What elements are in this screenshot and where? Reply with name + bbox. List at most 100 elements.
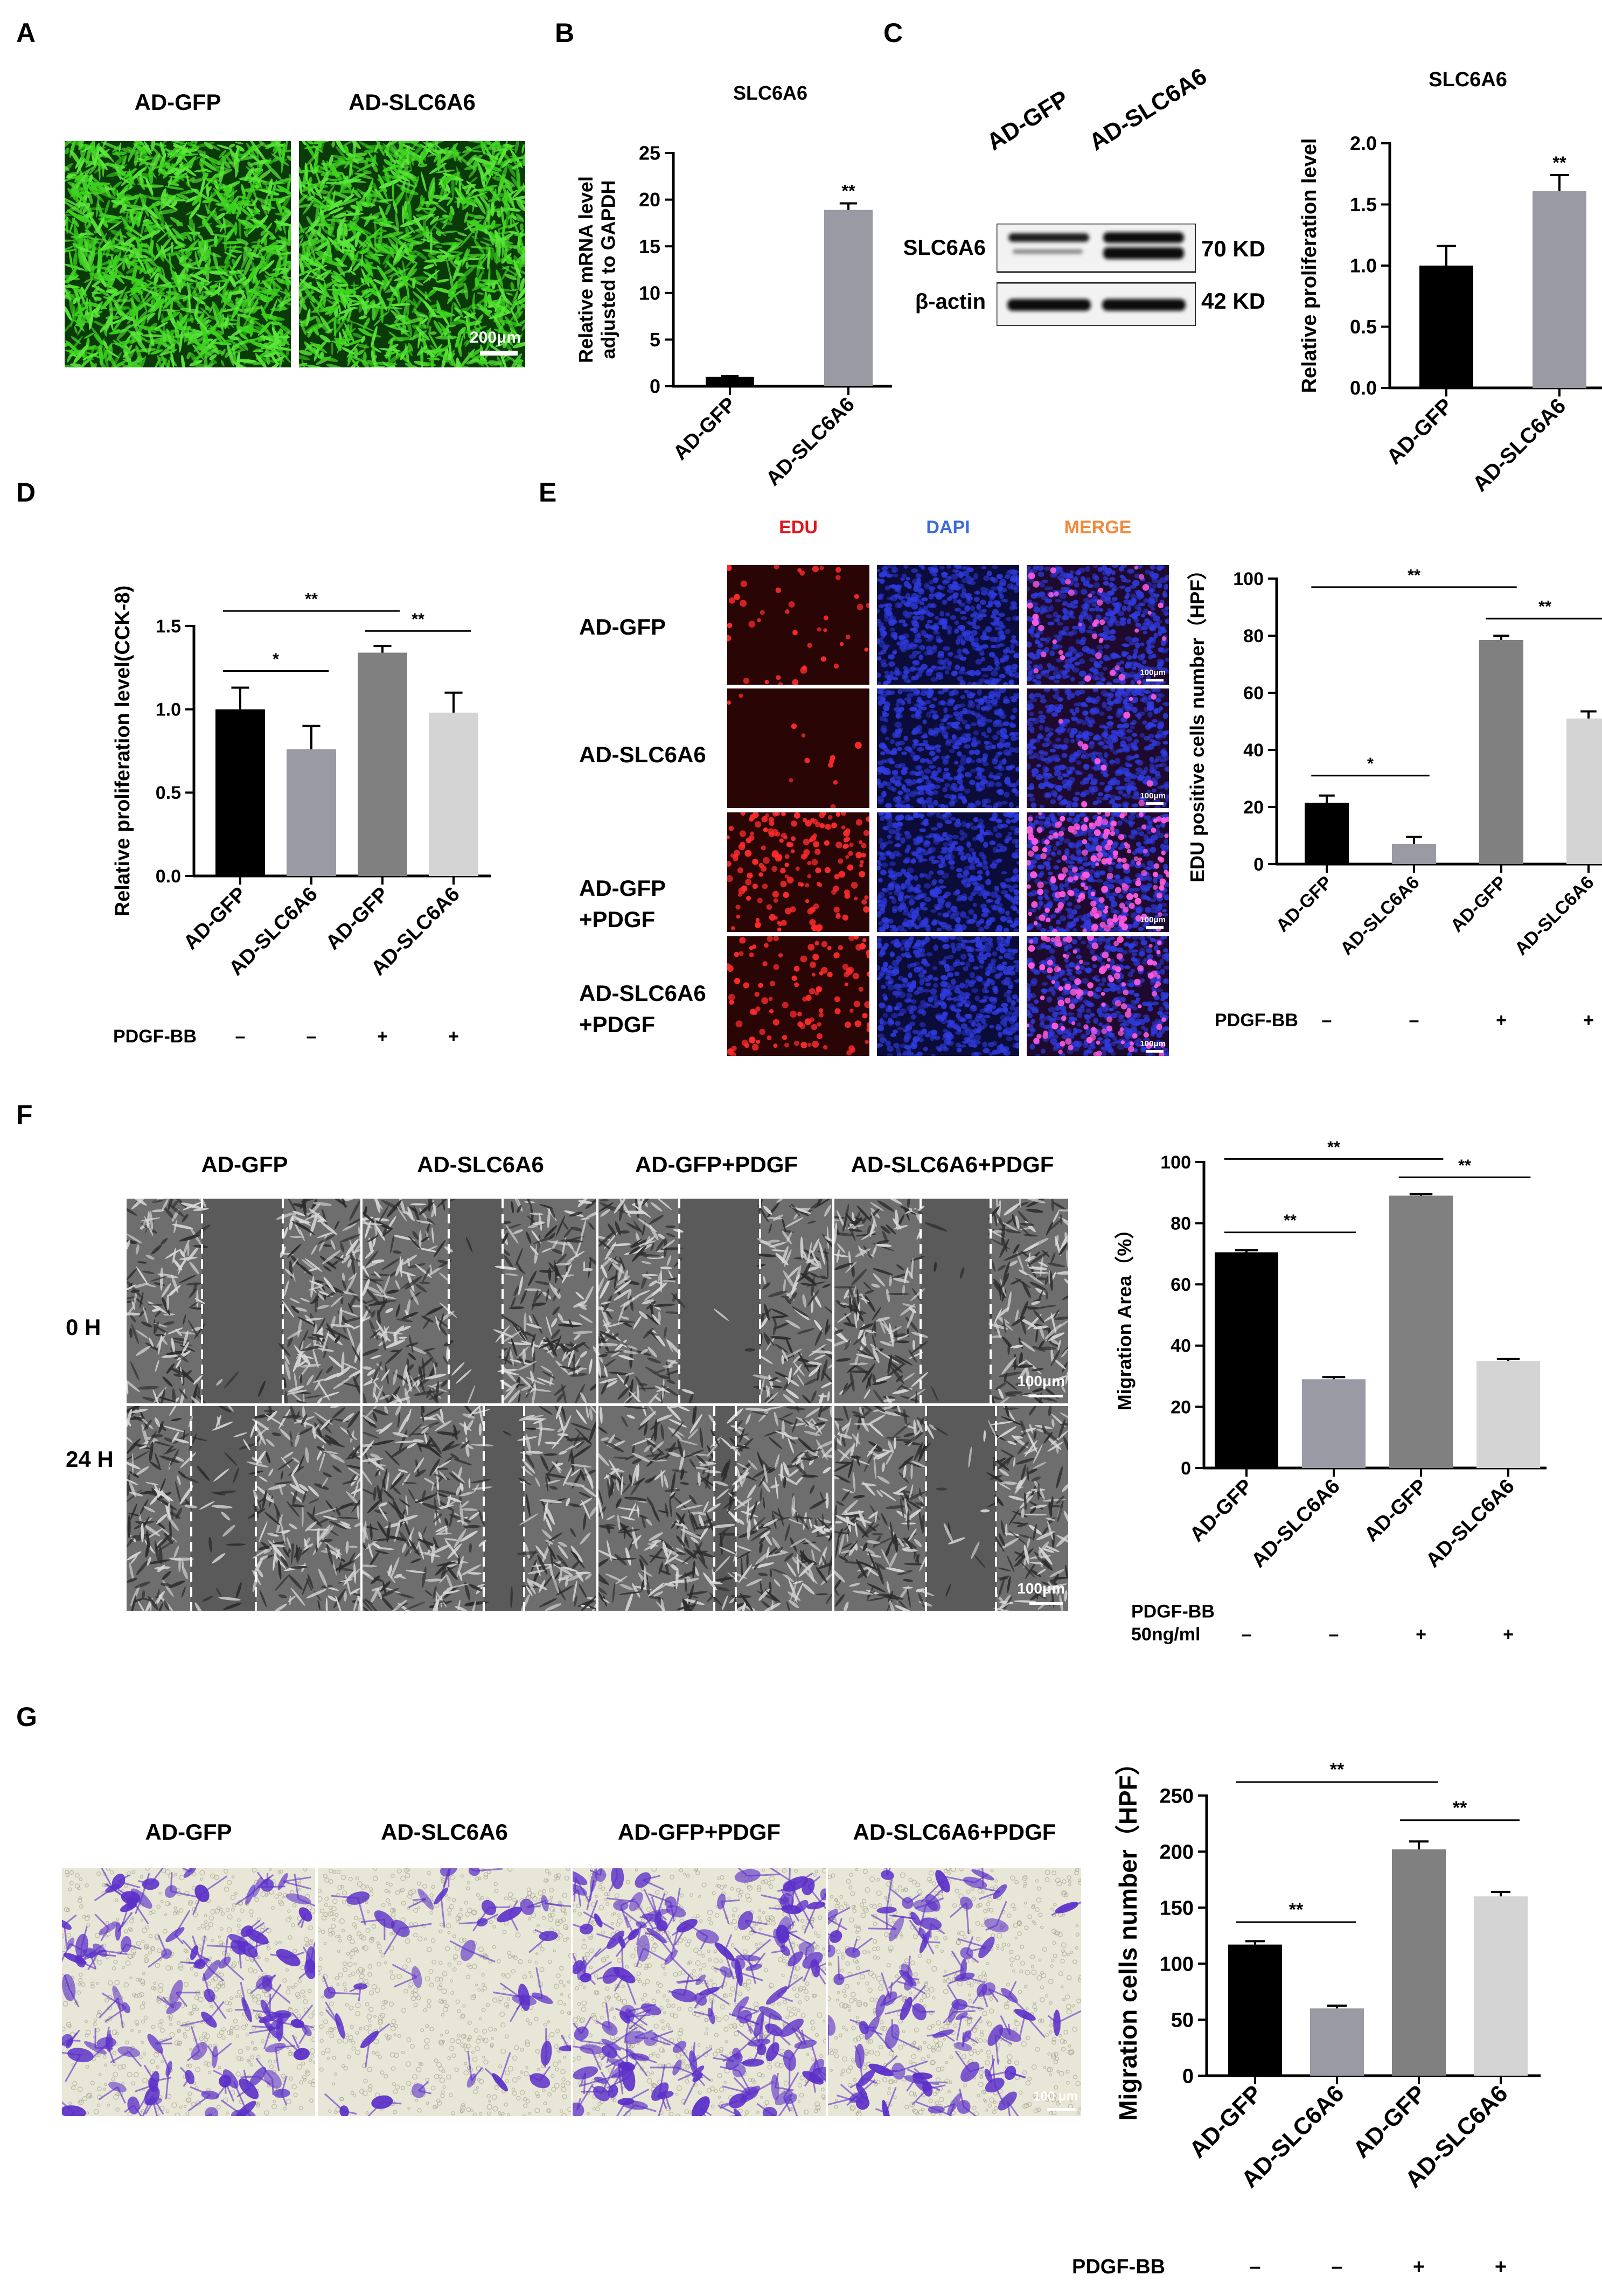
panel-a-header-gfp: AD-GFP	[134, 89, 221, 115]
edu-image-edu-row-3	[727, 812, 869, 932]
bar	[1419, 266, 1473, 388]
significance-marker: **	[1327, 1138, 1340, 1156]
significance-marker: **	[305, 590, 318, 608]
y-tick-label: 20	[1171, 1397, 1191, 1417]
y-tick-label: 1.0	[1350, 255, 1377, 277]
significance-marker: **	[1330, 1759, 1345, 1780]
treatment-label: PDGF-BB	[1215, 1010, 1298, 1031]
treatment-marker: –	[1322, 1010, 1332, 1031]
panel-letter-b: B	[555, 18, 575, 48]
treatment-label: 50ng/ml	[1131, 1624, 1200, 1645]
y-tick-label: 5	[650, 329, 660, 351]
y-tick-label: 0.5	[156, 783, 181, 803]
treatment-marker: +	[1503, 1624, 1514, 1645]
treatment-marker: –	[307, 1026, 317, 1047]
bar	[215, 709, 265, 876]
panel-e-row-label-3: AD-GFP +PDGF	[579, 875, 666, 932]
treatment-marker: +	[377, 1026, 388, 1047]
scale-bar-label: 100μm	[1140, 1039, 1166, 1048]
x-tick-label: AD-SLC6A6	[1468, 394, 1571, 496]
x-tick-label: AD-GFP	[1447, 872, 1511, 936]
chart-d-cck8: 0.0 0.5 1.0 1.5 Relative proliferation level…	[112, 586, 491, 1047]
y-tick-label: 0	[1182, 2065, 1194, 2088]
x-tick-label: AD-GFP	[1185, 2080, 1267, 2163]
scale-bar-label: 100μm	[1140, 668, 1166, 677]
panel-f-row-label-0h: 0 H	[66, 1314, 101, 1340]
scale-bar	[1146, 802, 1164, 805]
transwell-image-1	[62, 1868, 315, 2116]
treatment-marker: –	[1242, 1624, 1252, 1645]
y-tick-label: 100	[1233, 569, 1264, 589]
bar	[1228, 1944, 1282, 2076]
y-tick-label: 100	[1160, 1152, 1191, 1173]
y-axis-label: Migration cells number（HPF）	[1114, 1750, 1142, 2121]
y-tick-label: 25	[639, 142, 660, 164]
y-tick-label: 0.5	[1350, 316, 1377, 338]
treatment-marker: –	[235, 1026, 246, 1047]
y-tick-label: 150	[1160, 1897, 1194, 1919]
edu-image-dapi-row-1	[877, 565, 1019, 685]
treatment-label: PDGF-BB	[113, 1026, 197, 1047]
significance-marker: *	[273, 650, 279, 669]
scale-bar	[1146, 679, 1164, 681]
x-tick-label: AD-GFP	[179, 883, 251, 955]
y-tick-label: 200	[1160, 1841, 1194, 1863]
scratch-image-24h-2	[363, 1406, 596, 1611]
scale-bar-label: 100μm	[1017, 1373, 1065, 1389]
scale-bar-label: 100μm	[1017, 1580, 1065, 1597]
edu-image-edu-row-1	[727, 565, 869, 685]
scale-bar	[1029, 1602, 1063, 1605]
scratch-image-0h-4: 100μm	[834, 1199, 1068, 1403]
significance-marker: **	[1552, 153, 1566, 172]
y-tick-label: 10	[639, 282, 660, 304]
edu-image-merge-row-3: 100μm	[1027, 812, 1169, 932]
x-tick-label: AD-SLC6A6	[1511, 872, 1598, 959]
panel-e-header-merge: MERGE	[1064, 517, 1132, 538]
y-tick-label: 0	[650, 375, 660, 398]
panel-f-header-1: AD-GFP	[201, 1152, 288, 1177]
scale-bar-label: 200μm	[469, 329, 521, 346]
panel-e-header-dapi: DAPI	[926, 517, 970, 538]
x-tick-label: AD-SLC6A6	[1422, 1475, 1519, 1572]
treatment-marker: +	[1495, 2256, 1507, 2278]
edu-image-merge-row-2: 100μm	[1027, 688, 1169, 808]
x-tick-label: AD-GFP	[1382, 394, 1458, 469]
edu-image-dapi-row-2	[877, 688, 1019, 808]
scratch-image-0h-1	[127, 1199, 360, 1403]
scratch-image-0h-3	[598, 1199, 832, 1403]
y-tick-label: 60	[1243, 683, 1264, 704]
y-axis-label: Relative mRNA level	[575, 176, 597, 363]
treatment-label: PDGF-BB	[1131, 1602, 1215, 1622]
treatment-marker: –	[1331, 2256, 1342, 2278]
x-tick-label: AD-SLC6A6	[1336, 872, 1424, 959]
panel-g-header-1: AD-GFP	[145, 1819, 232, 1845]
bar	[1566, 718, 1602, 864]
bar	[1392, 1849, 1446, 2076]
bar	[1215, 1252, 1278, 1468]
x-tick-label: AD-SLC6A6	[1247, 1475, 1344, 1572]
blot-lane-label-gfp: AD-GFP	[982, 85, 1074, 156]
treatment-marker: –	[1329, 1624, 1339, 1645]
chart-title: SLC6A6	[733, 82, 807, 104]
bar	[706, 377, 754, 386]
y-axis-label: adjusted to GAPDH	[597, 180, 619, 359]
x-tick-label: AD-GFP	[322, 883, 393, 955]
x-tick-label: AD-GFP	[669, 393, 741, 465]
panel-letter-f: F	[16, 1100, 33, 1130]
scale-bar-label: 100μm	[1140, 791, 1166, 801]
treatment-marker: +	[1583, 1010, 1594, 1031]
edu-image-dapi-row-4	[877, 936, 1019, 1056]
treatment-label: PDGF-BB	[1072, 2256, 1165, 2278]
y-tick-label: 1.5	[156, 616, 181, 637]
scale-bar	[480, 351, 518, 356]
bar	[429, 712, 478, 876]
bar	[287, 749, 336, 876]
scale-bar	[1146, 1050, 1164, 1053]
bar	[1389, 1195, 1453, 1468]
y-tick-label: 1.0	[156, 700, 181, 720]
western-blot	[997, 224, 1196, 326]
scale-bar	[1146, 926, 1164, 929]
y-axis-label: Migration Area（%）	[1113, 1220, 1136, 1411]
edu-image-edu-row-2	[727, 688, 869, 808]
scratch-image-0h-2	[363, 1199, 596, 1403]
